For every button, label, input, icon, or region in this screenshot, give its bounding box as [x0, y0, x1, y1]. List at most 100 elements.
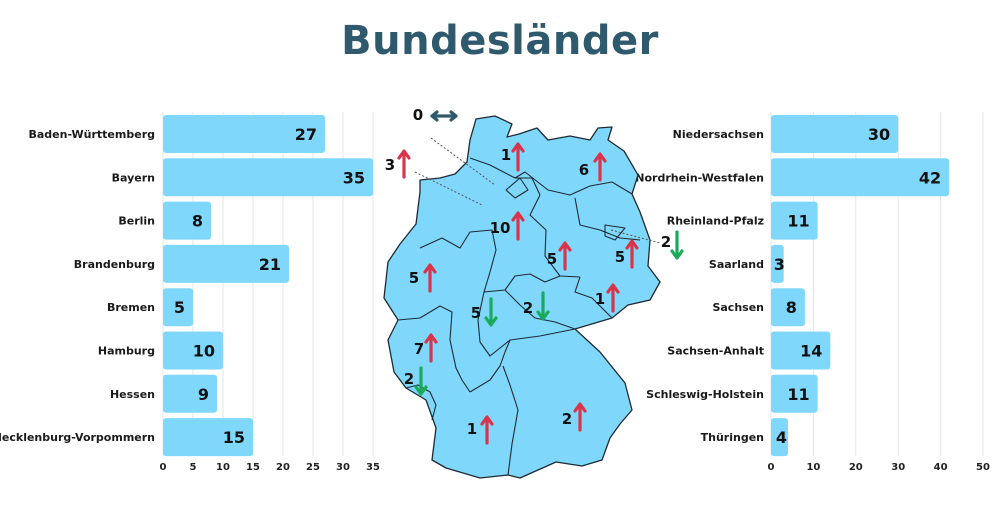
right-chart-bar: [771, 115, 899, 153]
state-border: [397, 305, 453, 341]
right-chart-category-label: Thüringen: [701, 431, 764, 444]
map-value-label: 1: [501, 146, 511, 164]
arrow-down-icon: [536, 291, 550, 321]
right-chart-tick-label: 0: [768, 462, 775, 473]
left-chart-bar: [163, 331, 223, 370]
right-chart-value-label: 3: [774, 255, 785, 274]
state-border: [529, 194, 581, 278]
right-chart-category-label: Nordrhein-Westfalen: [635, 171, 764, 184]
left-chart-tick-label: 5: [190, 462, 197, 473]
left-chart-category-label: Brandenburg: [74, 258, 155, 271]
right-chart-category-label: Sachsen-Anhalt: [667, 345, 764, 358]
right-chart-category-label: Schleswig-Holstein: [646, 388, 764, 401]
right-chart-value-label: 42: [919, 168, 941, 187]
left-chart-value-label: 10: [193, 342, 215, 361]
state-border: [469, 339, 511, 393]
map-value-label: 5: [615, 248, 625, 266]
map-value-label: 2: [404, 370, 414, 388]
left-chart-category-label: Mecklenburg-Vorpommern: [0, 431, 155, 444]
arrow-up-icon: [625, 239, 639, 269]
left-chart-category-label: Berlin: [118, 215, 155, 228]
left-chart-category-label: Bayern: [112, 171, 155, 184]
left-chart-category-label: Baden-Württemberg: [28, 128, 155, 141]
left-chart-value-label: 15: [223, 428, 245, 447]
left-chart-bar: [163, 115, 325, 153]
arrow-up-icon: [511, 211, 525, 241]
left-chart-value-label: 8: [192, 212, 203, 231]
map-value-label: 2: [562, 410, 572, 428]
right-chart-value-label: 30: [868, 125, 890, 144]
arrow-up-icon: [573, 402, 587, 432]
right-chart-tick-label: 30: [891, 462, 905, 473]
map-value-label: 5: [471, 304, 481, 322]
germany-outline: [383, 115, 661, 479]
left-chart-category-label: Hamburg: [98, 345, 155, 358]
map-value-label: 5: [547, 250, 557, 268]
arrow-up-icon: [423, 263, 437, 293]
left-chart-value-label: 9: [198, 385, 209, 404]
right-chart-bar: [771, 244, 784, 283]
map-value-label: 3: [385, 156, 395, 174]
leader-line: [414, 171, 483, 206]
germany-map: [383, 115, 661, 479]
right-chart-tick-label: 20: [849, 462, 863, 473]
left-chart-value-label: 35: [343, 168, 365, 187]
left-bar-chart: 0 5 10 15 20 25 30 35 Baden-Württemberg 27 Bayern 3…: [0, 112, 380, 473]
right-chart-category-label: Sachsen: [712, 301, 764, 314]
right-chart-bar: [771, 374, 818, 413]
left-chart-bar: [163, 158, 373, 197]
arrow-down-icon: [484, 297, 498, 327]
map-value-label: 0: [413, 106, 423, 124]
right-chart-category-label: Rheinland-Pfalz: [667, 215, 764, 228]
map-value-label: 1: [467, 420, 477, 438]
right-chart-value-label: 11: [787, 385, 809, 404]
map-value-label: 5: [409, 269, 419, 287]
left-chart-tick-label: 20: [276, 462, 290, 473]
left-chart-category-label: Hessen: [110, 388, 155, 401]
map-value-label: 6: [579, 161, 589, 179]
left-chart-tick-label: 0: [160, 462, 167, 473]
arrow-up-icon: [593, 152, 607, 182]
arrow-down-icon: [414, 366, 428, 396]
state-border: [604, 224, 626, 241]
right-chart-tick-label: 50: [976, 462, 990, 473]
state-border: [419, 229, 497, 293]
right-chart-category-label: Saarland: [709, 258, 764, 271]
left-chart-tick-label: 15: [246, 462, 260, 473]
state-border: [405, 384, 437, 421]
right-chart-value-label: 11: [787, 212, 809, 231]
double-arrow-icon: [430, 110, 458, 122]
arrow-up-icon: [480, 415, 494, 445]
right-chart-bar: [771, 331, 831, 370]
right-chart-bar: [771, 418, 788, 457]
map-value-label: 7: [414, 340, 424, 358]
arrow-up-icon: [558, 241, 572, 271]
arrow-up-icon: [424, 333, 438, 363]
right-chart-value-label: 4: [776, 428, 787, 447]
left-chart-tick-label: 30: [336, 462, 350, 473]
map-value-label: 2: [523, 299, 533, 317]
right-chart-tick-label: 40: [934, 462, 948, 473]
left-chart-tick-label: 10: [216, 462, 230, 473]
leader-line: [610, 229, 661, 244]
left-chart-bar: [163, 288, 193, 327]
state-border: [574, 276, 613, 319]
left-chart-category-label: Bremen: [107, 301, 155, 314]
leader-line: [430, 137, 496, 186]
state-border: [574, 197, 641, 241]
state-border: [449, 339, 471, 393]
state-border: [477, 291, 576, 357]
left-chart-tick-label: 25: [306, 462, 320, 473]
arrow-up-icon: [511, 142, 525, 172]
state-border: [483, 273, 561, 293]
arrow-up-icon: [606, 283, 620, 313]
state-border: [504, 289, 576, 330]
right-chart-category-label: Niedersachsen: [673, 128, 764, 141]
left-chart-bar: [163, 418, 253, 457]
left-chart-value-label: 21: [259, 255, 281, 274]
right-chart-bar: [771, 158, 950, 197]
map-value-label: 10: [490, 219, 511, 237]
left-chart-bar: [163, 244, 289, 283]
